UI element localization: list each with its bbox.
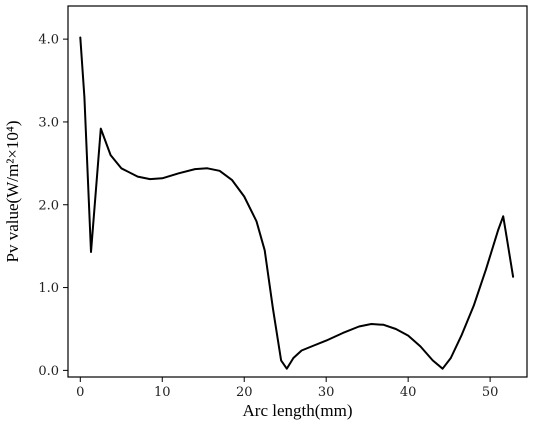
x-axis-title: Arc length(mm) [243, 401, 353, 420]
x-tick-label: 10 [154, 385, 171, 400]
y-tick-label: 2.0 [38, 198, 59, 213]
series-line [79, 36, 515, 370]
ticks-layer: 0 10 20 30 40 50 0.0 1.0 2.0 3.0 4.0 [38, 33, 498, 400]
x-tick-label: 50 [482, 385, 499, 400]
y-tick-label: 4.0 [38, 33, 59, 48]
x-tick-label: 20 [236, 385, 253, 400]
y-tick-label: 0.0 [38, 364, 59, 379]
x-tick-label: 0 [76, 385, 84, 400]
y-tick-label: 1.0 [38, 281, 59, 296]
x-tick-label: 40 [400, 385, 417, 400]
y-tick-label: 3.0 [38, 115, 59, 130]
x-tick-label: 30 [318, 385, 335, 400]
y-axis-title: Pv value(W/m²×10⁴) [3, 121, 22, 263]
plot-frame [67, 5, 528, 378]
